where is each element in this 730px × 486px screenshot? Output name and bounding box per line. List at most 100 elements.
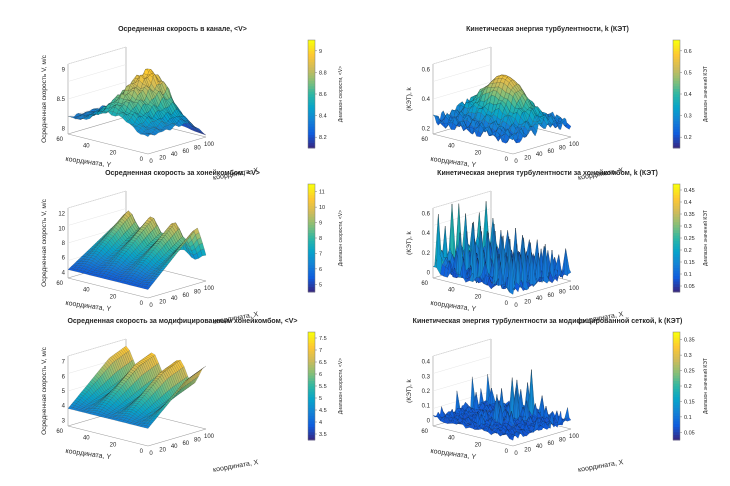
colorbar-tick-label: 5 (319, 282, 322, 288)
y-tick-label: 0 (140, 449, 144, 455)
colorbar-step (308, 259, 315, 263)
colorbar-step (673, 110, 680, 114)
x-tick-label: 80 (559, 145, 566, 151)
colorbar-step (308, 399, 315, 403)
colorbar-step (308, 134, 315, 138)
z-tick-label: 0.6 (422, 212, 431, 218)
z-tick-label: 0.4 (422, 360, 431, 366)
colorbar-tick-label: 6 (319, 372, 322, 378)
colorbar-step (308, 102, 315, 106)
x-tick-label: 40 (171, 444, 178, 450)
colorbar-step (673, 118, 680, 122)
surface-plot: 020406080100020406000.10.20.30.4координа… (406, 331, 709, 474)
colorbar-tick-label: 0.5 (684, 70, 692, 76)
colorbar-tick-label: 0.2 (684, 248, 692, 254)
colorbar-step (673, 243, 680, 247)
colorbar-step (673, 286, 680, 290)
colorbar-step (673, 85, 680, 89)
colorbar-step (673, 197, 680, 201)
colorbar-step (673, 232, 680, 236)
surface-patch (200, 132, 207, 136)
z-axis-label: (КЭТ), k (406, 86, 413, 110)
x-tick-label: 80 (559, 437, 566, 443)
colorbar-step (308, 75, 315, 79)
colorbar-step (673, 129, 680, 133)
colorbar-step (673, 205, 680, 209)
colorbar-label: Диапазон скорости, <V> (338, 210, 344, 266)
grid-line (67, 81, 127, 100)
y-tick-label: 40 (448, 144, 455, 150)
surface-mesh (432, 369, 572, 441)
colorbar-step (308, 273, 315, 277)
chart-title: Осредненная скорость в канале, <V> (118, 26, 247, 33)
colorbar-step (308, 418, 315, 422)
colorbar-step (673, 186, 680, 190)
colorbar-step (673, 208, 680, 212)
colorbar-tick-label: 5 (319, 396, 322, 402)
colorbar-step (308, 238, 315, 242)
colorbar-step (673, 48, 680, 52)
colorbar-step (673, 145, 680, 149)
y-tick-label: 0 (505, 157, 509, 163)
colorbar-step (308, 221, 315, 225)
colorbar-tick-label: 3.5 (319, 432, 327, 438)
colorbar-step (308, 50, 315, 54)
colorbar-step (673, 418, 680, 422)
z-tick-label: 0.6 (422, 68, 431, 74)
colorbar-step (308, 369, 315, 373)
grid-line (432, 46, 492, 65)
colorbar-tick-label: 9 (319, 221, 322, 227)
z-axis-label: (КЭТ), k (406, 378, 413, 402)
colorbar-step (308, 251, 315, 255)
colorbar-step (673, 134, 680, 138)
chart-panel-6: Кинетическая энергия турбулентности за м… (365, 318, 730, 478)
colorbar-step (308, 72, 315, 76)
colorbar-step (673, 200, 680, 204)
x-tick-label: 40 (171, 296, 178, 302)
colorbar-step (673, 281, 680, 285)
colorbar-step (308, 118, 315, 122)
back-floor-line (67, 116, 127, 135)
colorbar-step (673, 99, 680, 103)
colorbar-step (308, 337, 315, 341)
colorbar-tick-label: 4 (319, 420, 322, 426)
colorbar-step (673, 421, 680, 425)
colorbar-step (308, 213, 315, 217)
colorbar-step (673, 283, 680, 287)
colorbar-step (308, 107, 315, 111)
x-tick-label: 20 (159, 300, 166, 306)
colorbar-step (308, 137, 315, 141)
z-tick-label: 5 (62, 389, 66, 395)
grid-line (67, 190, 127, 209)
colorbar-tick-label: 7.5 (319, 336, 327, 342)
colorbar-step (673, 42, 680, 46)
z-tick-label: 0.4 (422, 97, 431, 103)
colorbar-step (673, 67, 680, 71)
y-tick-label: 20 (475, 150, 482, 156)
colorbar-step (308, 404, 315, 408)
colorbar-step (308, 361, 315, 365)
colorbar-step (673, 56, 680, 60)
colorbar-step (308, 265, 315, 269)
surface-patch (200, 365, 207, 371)
colorbar-step (308, 415, 315, 419)
colorbar-step (308, 48, 315, 52)
colorbar-step (673, 64, 680, 68)
colorbar-step (673, 270, 680, 274)
surface-mesh (67, 345, 207, 429)
colorbar-step (308, 45, 315, 49)
colorbar-tick-label: 9 (319, 49, 322, 55)
colorbar-step (673, 402, 680, 406)
colorbar-step (308, 267, 315, 271)
grid-line (432, 208, 492, 226)
surface-patch (565, 122, 572, 130)
colorbar-step (308, 386, 315, 390)
z-tick-label: 4 (62, 270, 66, 276)
y-axis-label: координата, Y (65, 156, 112, 169)
z-tick-label: 0.2 (422, 126, 431, 132)
colorbar-step (673, 45, 680, 49)
